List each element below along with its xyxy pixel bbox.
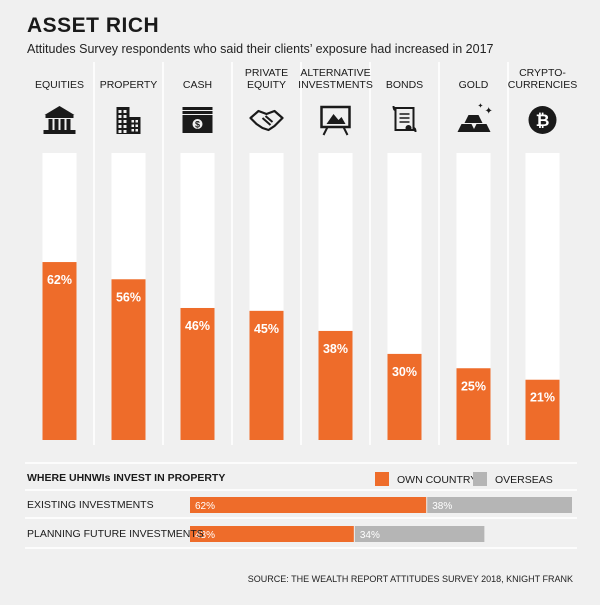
row-label-future: PLANNING FUTURE INVESTMENTS: [27, 528, 204, 540]
certificate-icon: [392, 105, 417, 133]
bar: [42, 262, 77, 440]
painting-icon: [320, 105, 351, 136]
bar: [111, 279, 146, 440]
bar-value-label: 45%: [254, 322, 279, 336]
category-label: PROPERTY: [100, 79, 158, 91]
legend-swatch-own-country: [375, 472, 389, 486]
bar-value-labels: 62% 56% 46% 45% 38% 30% 25% 21%: [47, 273, 555, 405]
bar-value-label: 38%: [323, 342, 348, 356]
bar: [456, 368, 491, 440]
bar: [387, 353, 422, 440]
stacked-bar-label: 34%: [360, 530, 380, 541]
svg-text:✦: ✦: [478, 102, 484, 110]
category-label: ALTERNATIVE INVESTMENTS: [298, 67, 373, 91]
bar: [180, 307, 215, 440]
source-note: SOURCE: THE WEALTH REPORT ATTITUDES SURV…: [247, 574, 573, 584]
svg-text:✦: ✦: [485, 106, 493, 117]
buildings-icon: [116, 107, 141, 134]
svg-text:₿: ₿: [536, 111, 550, 131]
bar: [249, 310, 284, 440]
legend-label-overseas: OVERSEAS: [495, 474, 553, 486]
bar-value-label: 46%: [185, 319, 210, 333]
bar-value-label: 21%: [530, 391, 555, 405]
category-label: GOLD: [459, 79, 489, 91]
stacked-bar-label: 43%: [195, 530, 215, 541]
bar-own-country: [190, 497, 427, 513]
bar-overseas: [427, 497, 572, 513]
property-section-title: WHERE UHNWIs INVEST IN PROPERTY: [27, 472, 226, 484]
stacked-bar-label: 62%: [195, 501, 215, 512]
category-labels: EQUITIES PROPERTY CASH PRIVATE EQUITY ALTERNA…: [35, 67, 577, 91]
bar-overseas: [354, 526, 485, 542]
column-dividers: [25, 62, 577, 549]
legend-label-own-country: OWN COUNTRY: [397, 474, 478, 486]
property-stacked-bars: 62% 38% 43% 34%: [190, 497, 572, 542]
banknotes-icon: $: [182, 107, 213, 133]
bitcoin-icon: ₿: [528, 106, 557, 134]
bar-value-label: 30%: [392, 365, 417, 379]
stacked-bar-label: 38%: [432, 501, 452, 512]
category-label: EQUITIES: [35, 79, 84, 91]
bar-own-country: [190, 526, 354, 542]
bank-icon: [43, 106, 76, 134]
bar: [318, 330, 353, 440]
category-label: CRYPTO-CURRENCIES: [508, 67, 577, 91]
handshake-icon: [249, 109, 284, 132]
category-label: CASH: [183, 79, 212, 91]
bar-value-label: 56%: [116, 290, 141, 304]
legend-own-country: OWN COUNTRY: [375, 472, 477, 486]
bar: [525, 379, 560, 440]
bar-value-label: 62%: [47, 273, 72, 287]
chart-title: ASSET RICH: [27, 14, 160, 37]
bar-value-label: 25%: [461, 379, 486, 393]
legend-swatch-overseas: [473, 472, 487, 486]
svg-text:$: $: [195, 120, 200, 130]
chart-subtitle: Attitudes Survey respondents who said th…: [27, 42, 494, 56]
legend-overseas: OVERSEAS: [473, 472, 553, 486]
category-label: BONDS: [386, 79, 423, 91]
bars: [42, 153, 560, 440]
category-icons: $ ✦✦ ₿: [43, 102, 557, 136]
gold-bars-icon: ✦✦: [457, 102, 493, 132]
category-label: PRIVATE EQUITY: [245, 67, 288, 91]
row-label-existing: EXISTING INVESTMENTS: [27, 499, 154, 511]
